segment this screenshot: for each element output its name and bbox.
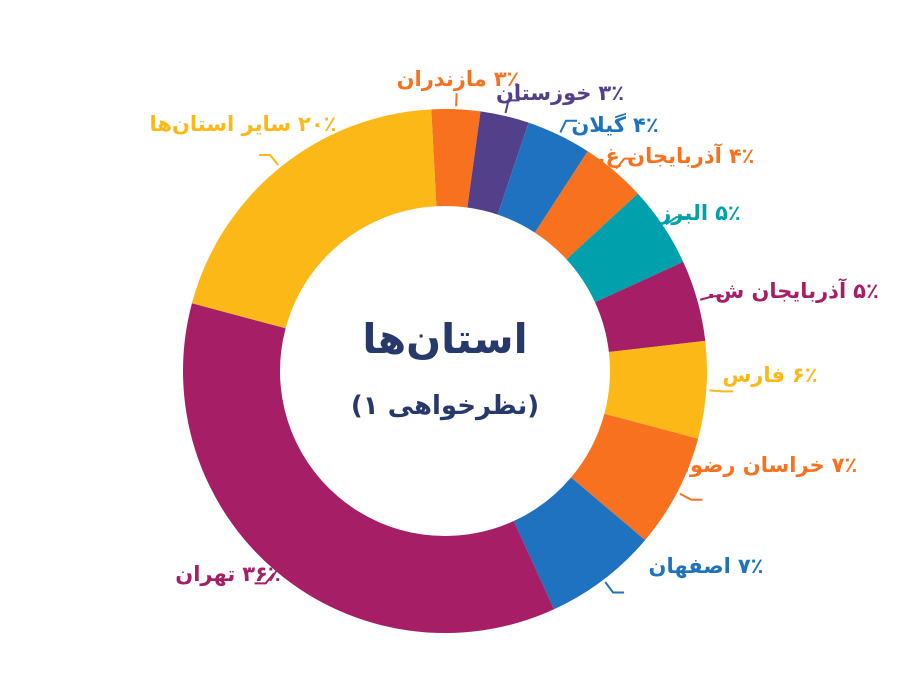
pie-segment-alborz[interactable] <box>566 193 684 303</box>
label-tick-alborz <box>665 216 688 226</box>
label-province-name: آذربایجان ش. <box>707 279 847 303</box>
label-province-name: فارس <box>722 363 786 387</box>
label-tick-azarbaijan-sharghi <box>699 295 724 301</box>
label-percent-value: ۳٪ <box>598 81 625 105</box>
pie-segment-gilan[interactable] <box>497 122 588 233</box>
label-percent-value: ۵٪ <box>853 279 879 303</box>
pie-segment-esfahan[interactable] <box>513 477 646 610</box>
label-tick-khuzestan <box>504 99 520 114</box>
label-tick-khorasan-razavi <box>679 492 703 501</box>
label-province-name: اصفهان <box>648 554 731 578</box>
segment-label-mazandaran: مازندران ۳٪ <box>397 67 520 91</box>
label-tick-other-provinces <box>259 153 280 166</box>
segment-label-esfahan: اصفهان ۷٪ <box>649 554 764 578</box>
label-province-name: مازندران <box>396 67 487 91</box>
label-province-name: گیلان <box>571 113 627 137</box>
label-percent-value: ۷٪ <box>831 453 858 477</box>
segment-label-fars: فارس ۶٪ <box>722 363 817 387</box>
segment-label-alborz: البرز ۵٪ <box>659 201 740 225</box>
label-percent-value: ۴٪ <box>728 144 755 168</box>
pie-segment-azarbaijan-sharghi[interactable] <box>595 261 706 353</box>
pie-segment-mazandaran[interactable] <box>431 108 481 208</box>
label-tick-esfahan <box>604 581 625 594</box>
chart-subtitle: (نظرخواهی ۱) <box>350 391 540 421</box>
label-province-name: آذربایجان غ. <box>597 144 722 168</box>
segment-label-other-provinces: سایر استان‌ها ۲۰٪ <box>150 112 337 136</box>
label-province-name: تهران <box>175 562 236 586</box>
pie-segment-azarbaijan-gharbi[interactable] <box>534 151 638 260</box>
segment-label-gilan: گیلان ۴٪ <box>571 113 658 137</box>
pie-segment-khuzestan[interactable] <box>467 111 529 215</box>
pie-segment-tehran[interactable] <box>183 303 555 634</box>
segment-label-khorasan-razavi: خراسان رضوی ۷٪ <box>671 453 858 477</box>
label-province-name: سایر استان‌ها <box>149 112 292 136</box>
segment-label-tehran: تهران ۳۶٪ <box>175 562 280 586</box>
label-percent-value: ۷٪ <box>737 554 764 578</box>
label-percent-value: ۴٪ <box>633 113 659 137</box>
segment-label-azarbaijan-gharbi: آذربایجان غ. ۴٪ <box>598 144 755 168</box>
label-province-name: البرز <box>659 201 709 225</box>
label-percent-value: ۵٪ <box>715 201 741 225</box>
label-percent-value: ۶٪ <box>792 363 818 387</box>
chart-title: استان‌ها <box>362 315 528 363</box>
label-tick-azarbaijan-gharbi <box>615 157 636 170</box>
label-tick-mazandaran <box>455 93 458 107</box>
label-tick-fars <box>709 389 734 393</box>
pie-segment-other-provinces[interactable] <box>191 109 437 329</box>
label-province-name: خراسان رضوی <box>670 453 825 477</box>
segment-label-azarbaijan-sharghi: آذربایجان ش. ۵٪ <box>707 279 879 303</box>
pie-segment-khorasan-razavi[interactable] <box>571 413 699 541</box>
label-tick-gilan <box>559 119 577 133</box>
label-province-name: خوزستان <box>495 81 592 105</box>
label-percent-value: ۲۰٪ <box>298 112 337 136</box>
label-tick-tehran <box>254 572 275 585</box>
label-percent-value: ۳٪ <box>493 67 520 91</box>
pie-segment-fars[interactable] <box>604 340 707 439</box>
segment-label-khuzestan: خوزستان ۳٪ <box>496 81 624 105</box>
label-percent-value: ۳۶٪ <box>242 562 281 586</box>
